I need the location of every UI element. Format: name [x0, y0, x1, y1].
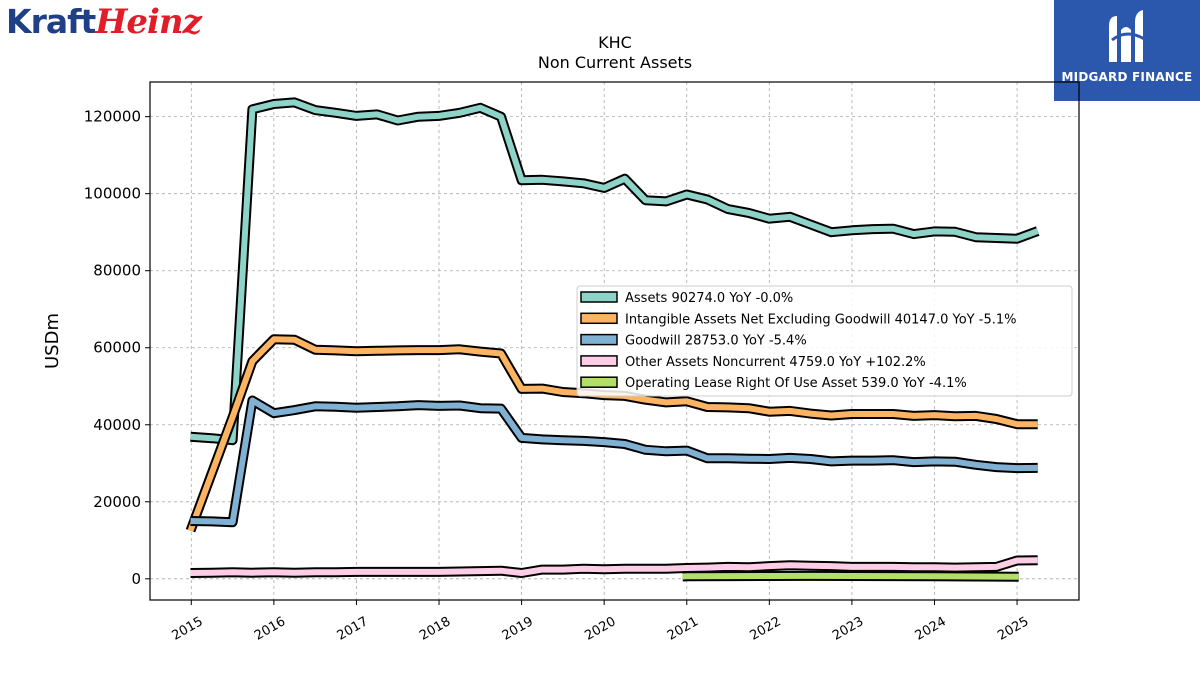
legend-swatch — [580, 312, 618, 325]
y-axis-label: USDm — [42, 313, 63, 369]
x-tick-label: 2015 — [169, 614, 205, 644]
x-tick-label: 2020 — [582, 614, 618, 644]
midgard-emblem-icon — [1109, 10, 1147, 62]
series-line-other-assets-noncurrent — [190, 557, 1038, 576]
chart-subtitle: Non Current Assets — [537, 53, 693, 72]
legend-entry: Intangible Assets Net Excluding Goodwill… — [625, 312, 1016, 327]
legend-entry: Operating Lease Right Of Use Asset 539.0… — [625, 376, 967, 391]
kraft-heinz-logo: KraftHeinz — [6, 2, 202, 42]
kraft-heinz-logo-part2: Heinz — [95, 2, 202, 42]
legend-entry: Assets 90274.0 YoY -0.0% — [625, 291, 793, 306]
legend-swatch — [580, 376, 618, 388]
y-tick-label: 20000 — [93, 493, 141, 511]
legend-entry: Other Assets Noncurrent 4759.0 YoY +102.… — [625, 355, 926, 370]
y-tick-label: 40000 — [93, 416, 141, 434]
series-line-operating-lease-right-of-use-asset — [682, 572, 1019, 580]
legend-swatch — [580, 291, 618, 303]
y-tick-label: 100000 — [84, 185, 141, 203]
x-tick-label: 2022 — [748, 614, 784, 644]
chart-title-block: KHC Non Current Assets — [415, 33, 815, 73]
kraft-heinz-logo-part1: Kraft — [6, 2, 96, 41]
y-tick-label: 80000 — [93, 262, 141, 280]
y-tick-label: 120000 — [84, 108, 141, 126]
x-tick-label: 2025 — [995, 614, 1031, 644]
plot-frame — [149, 81, 1080, 601]
y-tick-label: 60000 — [93, 339, 141, 357]
x-tick-label: 2017 — [335, 614, 371, 644]
series-line-goodwill — [190, 397, 1038, 526]
x-tick-label: 2019 — [500, 614, 536, 644]
x-tick-label: 2021 — [665, 614, 701, 644]
series-line-assets — [190, 99, 1039, 444]
chart-title: KHC — [598, 33, 632, 52]
legend-swatch — [580, 333, 618, 346]
series-lines — [185, 97, 1040, 582]
legend-swatch — [580, 355, 618, 367]
x-tick-label: 2018 — [417, 614, 453, 644]
legend-box — [576, 285, 1073, 397]
legend: Assets 90274.0 YoY -0.0% Intangible Asset… — [576, 285, 1073, 397]
midgard-finance-name: MIDGARD FINANCE — [1061, 70, 1193, 84]
x-tick-label: 2016 — [252, 614, 288, 644]
x-tick-label: 2023 — [830, 614, 866, 644]
midgard-finance-logo: MIDGARD FINANCE — [1054, 0, 1200, 101]
x-tick-label: 2024 — [913, 614, 949, 644]
y-tick-label: 0 — [131, 570, 141, 588]
legend-entry: Goodwill 28753.0 YoY -5.4% — [625, 334, 807, 349]
